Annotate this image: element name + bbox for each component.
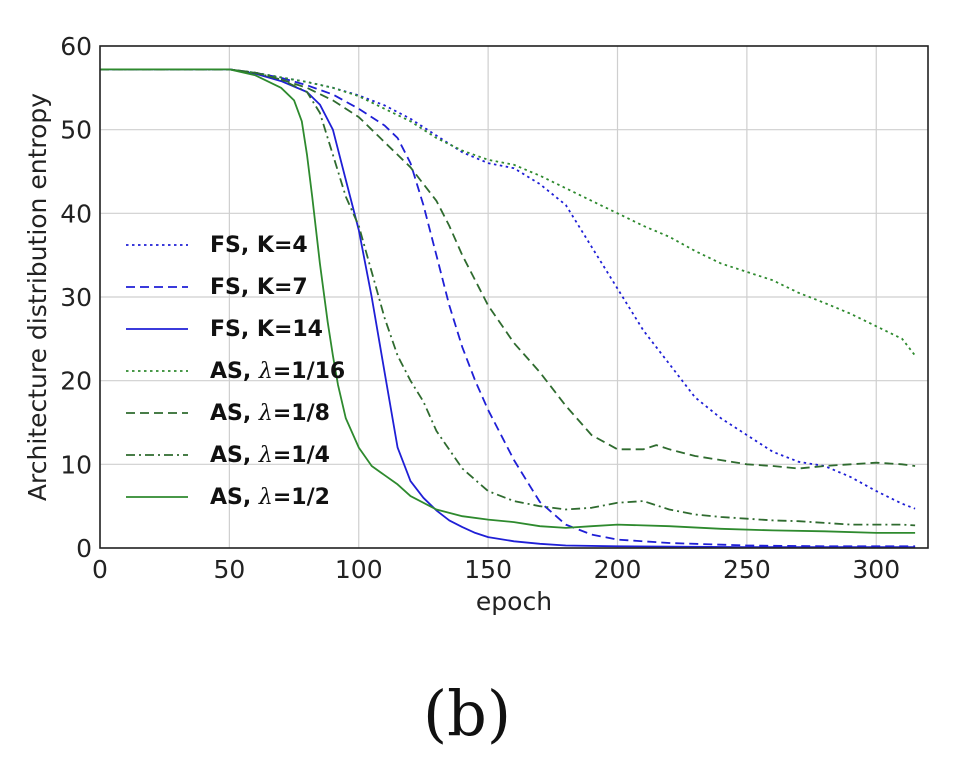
x-tick-label: 50 [213, 555, 245, 584]
legend-label: FS, K=14 [210, 317, 323, 342]
plot-frame [99, 45, 929, 549]
legend-label: AS, λ=1/16 [210, 359, 345, 384]
legend-label: AS, λ=1/4 [210, 443, 330, 468]
axis-ticks: 0 50 100 150 200 250 300 0 10 20 30 40 50 60 [60, 32, 900, 584]
legend-label: AS, λ=1/2 [210, 485, 330, 510]
legend-label: FS, K=7 [210, 275, 308, 300]
y-tick-label: 50 [60, 116, 92, 145]
y-tick-label: 30 [60, 283, 92, 312]
x-tick-label: 100 [335, 555, 383, 584]
series-line-4 [100, 68, 916, 357]
series-line-6 [100, 68, 916, 527]
series-lines [100, 68, 916, 549]
legend-label: FS, K=4 [210, 233, 308, 258]
series-line-3 [100, 68, 916, 549]
series-line-5 [100, 68, 916, 470]
y-tick-label: 60 [60, 32, 92, 61]
y-tick-label: 40 [60, 199, 92, 228]
x-axis-label: epoch [476, 587, 552, 616]
legend-label: AS, λ=1/8 [210, 401, 330, 426]
x-tick-label: 150 [464, 555, 512, 584]
x-tick-label: 300 [852, 555, 900, 584]
y-tick-label: 0 [76, 534, 92, 563]
y-tick-label: 20 [60, 367, 92, 396]
x-tick-label: 200 [594, 555, 642, 584]
figure-caption: (b) [423, 677, 511, 750]
y-tick-label: 10 [60, 450, 92, 479]
y-axis-label: Architecture distribution entropy [23, 93, 52, 501]
series-line-7 [100, 68, 916, 534]
x-tick-label: 250 [723, 555, 771, 584]
series-line-2 [100, 68, 916, 548]
x-tick-label: 0 [92, 555, 108, 584]
legend: FS, K=4 FS, K=7 FS, K=14 AS, λ=1/16 AS, λ=1/… [126, 233, 345, 510]
